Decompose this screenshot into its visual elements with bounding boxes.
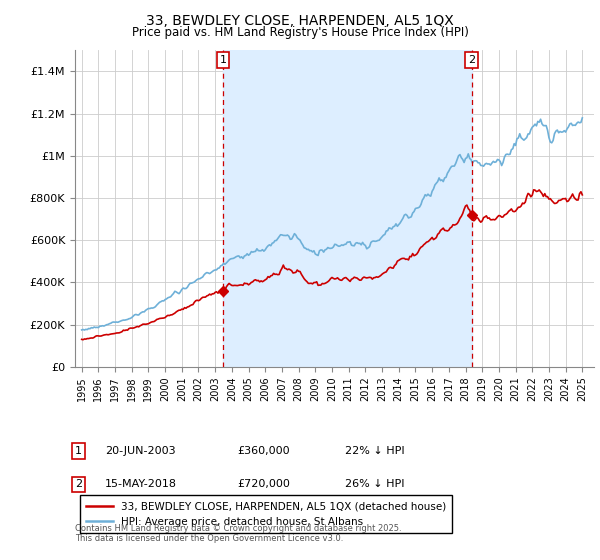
Text: £360,000: £360,000 <box>237 446 290 456</box>
Text: 2: 2 <box>75 479 82 489</box>
Text: 20-JUN-2003: 20-JUN-2003 <box>105 446 176 456</box>
Text: 33, BEWDLEY CLOSE, HARPENDEN, AL5 1QX: 33, BEWDLEY CLOSE, HARPENDEN, AL5 1QX <box>146 14 454 28</box>
Text: 1: 1 <box>75 446 82 456</box>
Legend: 33, BEWDLEY CLOSE, HARPENDEN, AL5 1QX (detached house), HPI: Average price, deta: 33, BEWDLEY CLOSE, HARPENDEN, AL5 1QX (d… <box>80 496 452 533</box>
Text: 2: 2 <box>468 55 475 65</box>
Text: 1: 1 <box>220 55 226 65</box>
Text: 26% ↓ HPI: 26% ↓ HPI <box>345 479 404 489</box>
Text: 15-MAY-2018: 15-MAY-2018 <box>105 479 177 489</box>
Text: Contains HM Land Registry data © Crown copyright and database right 2025.
This d: Contains HM Land Registry data © Crown c… <box>75 524 401 543</box>
Text: 22% ↓ HPI: 22% ↓ HPI <box>345 446 404 456</box>
Bar <box>223 50 472 367</box>
Text: Price paid vs. HM Land Registry's House Price Index (HPI): Price paid vs. HM Land Registry's House … <box>131 26 469 39</box>
Text: £720,000: £720,000 <box>237 479 290 489</box>
